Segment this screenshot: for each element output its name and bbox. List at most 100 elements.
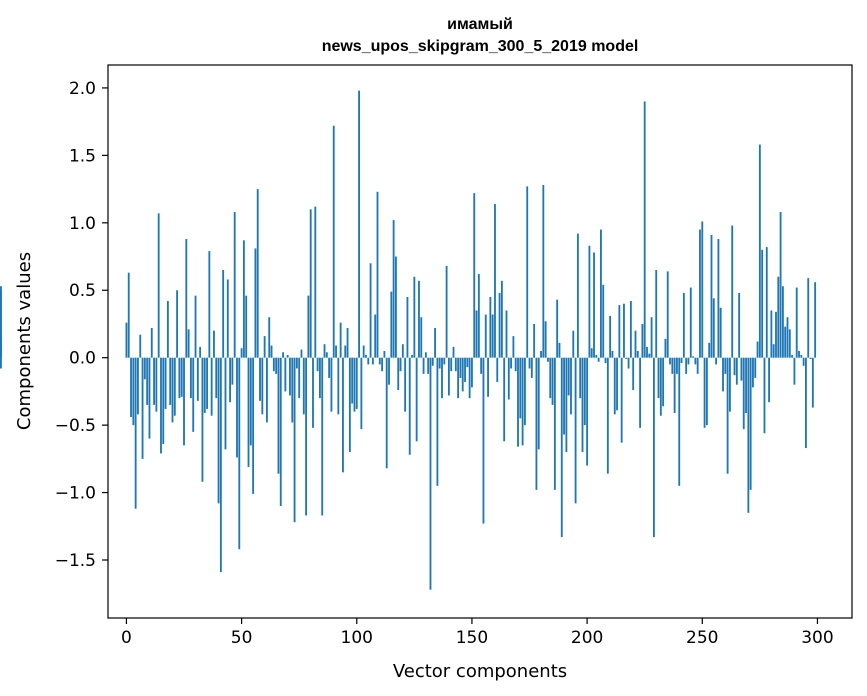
bar <box>777 276 780 358</box>
bar <box>576 233 579 358</box>
bar <box>666 271 669 358</box>
x-tick-label: 200 <box>571 628 603 648</box>
bar <box>399 357 402 372</box>
bar <box>183 357 185 446</box>
bar <box>466 357 469 368</box>
bar <box>507 357 510 400</box>
bar <box>160 357 162 454</box>
bar <box>512 336 515 358</box>
bar <box>722 357 724 392</box>
bar <box>473 193 476 358</box>
bar <box>533 323 536 358</box>
bar <box>371 357 374 365</box>
bar <box>397 357 400 391</box>
bar <box>731 225 734 358</box>
bar <box>176 290 179 358</box>
bar <box>567 357 570 396</box>
bar <box>215 357 218 399</box>
bar <box>775 311 777 358</box>
bar <box>705 357 708 426</box>
bar <box>717 238 720 358</box>
bar <box>740 357 743 381</box>
bar <box>496 357 499 382</box>
bar <box>742 357 745 430</box>
bar <box>484 314 487 358</box>
bar <box>687 357 690 365</box>
bar <box>268 317 271 358</box>
bar <box>659 357 662 416</box>
bar <box>595 354 598 358</box>
bar <box>305 357 308 516</box>
bar <box>682 292 685 358</box>
bar <box>295 357 298 369</box>
bar <box>263 336 266 358</box>
bar <box>245 295 248 358</box>
bar <box>351 357 354 404</box>
bar <box>791 354 794 358</box>
bar <box>652 357 655 538</box>
bar <box>729 357 731 412</box>
bar <box>420 317 423 358</box>
bar <box>323 344 326 358</box>
bar <box>362 345 365 358</box>
bar <box>312 357 314 428</box>
bar <box>358 90 360 358</box>
bar <box>325 352 328 358</box>
bar <box>756 341 759 358</box>
bar <box>517 357 519 447</box>
bar <box>627 357 630 369</box>
bar <box>434 328 436 358</box>
x-tick-label: 100 <box>341 628 373 648</box>
bar <box>733 357 736 376</box>
bar <box>150 328 153 358</box>
bar <box>639 357 642 428</box>
chart-title: имамый <box>447 16 513 33</box>
bar <box>427 357 430 374</box>
bar <box>0 357 2 369</box>
bar <box>588 245 591 358</box>
bar <box>231 357 234 385</box>
bar <box>646 346 648 358</box>
bar <box>487 357 489 397</box>
bar <box>770 310 773 358</box>
bar <box>521 357 524 446</box>
x-tick-label: 150 <box>456 628 488 648</box>
bar <box>141 357 144 459</box>
bar <box>494 203 496 358</box>
bar <box>542 185 545 358</box>
bar <box>572 330 575 358</box>
bar <box>139 334 142 358</box>
bar <box>699 229 701 358</box>
bar <box>618 305 621 358</box>
bar <box>500 280 503 358</box>
bar <box>678 357 681 486</box>
bar <box>395 256 397 358</box>
bar <box>337 357 340 415</box>
bar <box>279 357 282 507</box>
bar <box>676 357 678 374</box>
bar <box>346 328 349 358</box>
bar <box>222 270 225 358</box>
bar <box>648 353 651 358</box>
bar <box>411 354 413 358</box>
bar <box>754 357 757 378</box>
bar <box>424 352 427 358</box>
bar <box>634 330 637 358</box>
bar <box>166 301 169 358</box>
bar <box>590 348 593 358</box>
y-tick-label: −1.5 <box>55 551 96 571</box>
bar <box>696 357 699 374</box>
bar <box>772 344 775 358</box>
bar <box>266 357 268 423</box>
bar <box>784 326 787 358</box>
bar <box>480 357 483 374</box>
bar <box>381 357 384 372</box>
bar <box>738 292 741 358</box>
x-tick-label: 50 <box>231 628 253 648</box>
bar <box>752 357 754 388</box>
bar <box>765 247 768 358</box>
bar <box>441 357 443 399</box>
bar <box>475 310 478 358</box>
bar <box>376 191 379 358</box>
bar <box>293 357 296 523</box>
